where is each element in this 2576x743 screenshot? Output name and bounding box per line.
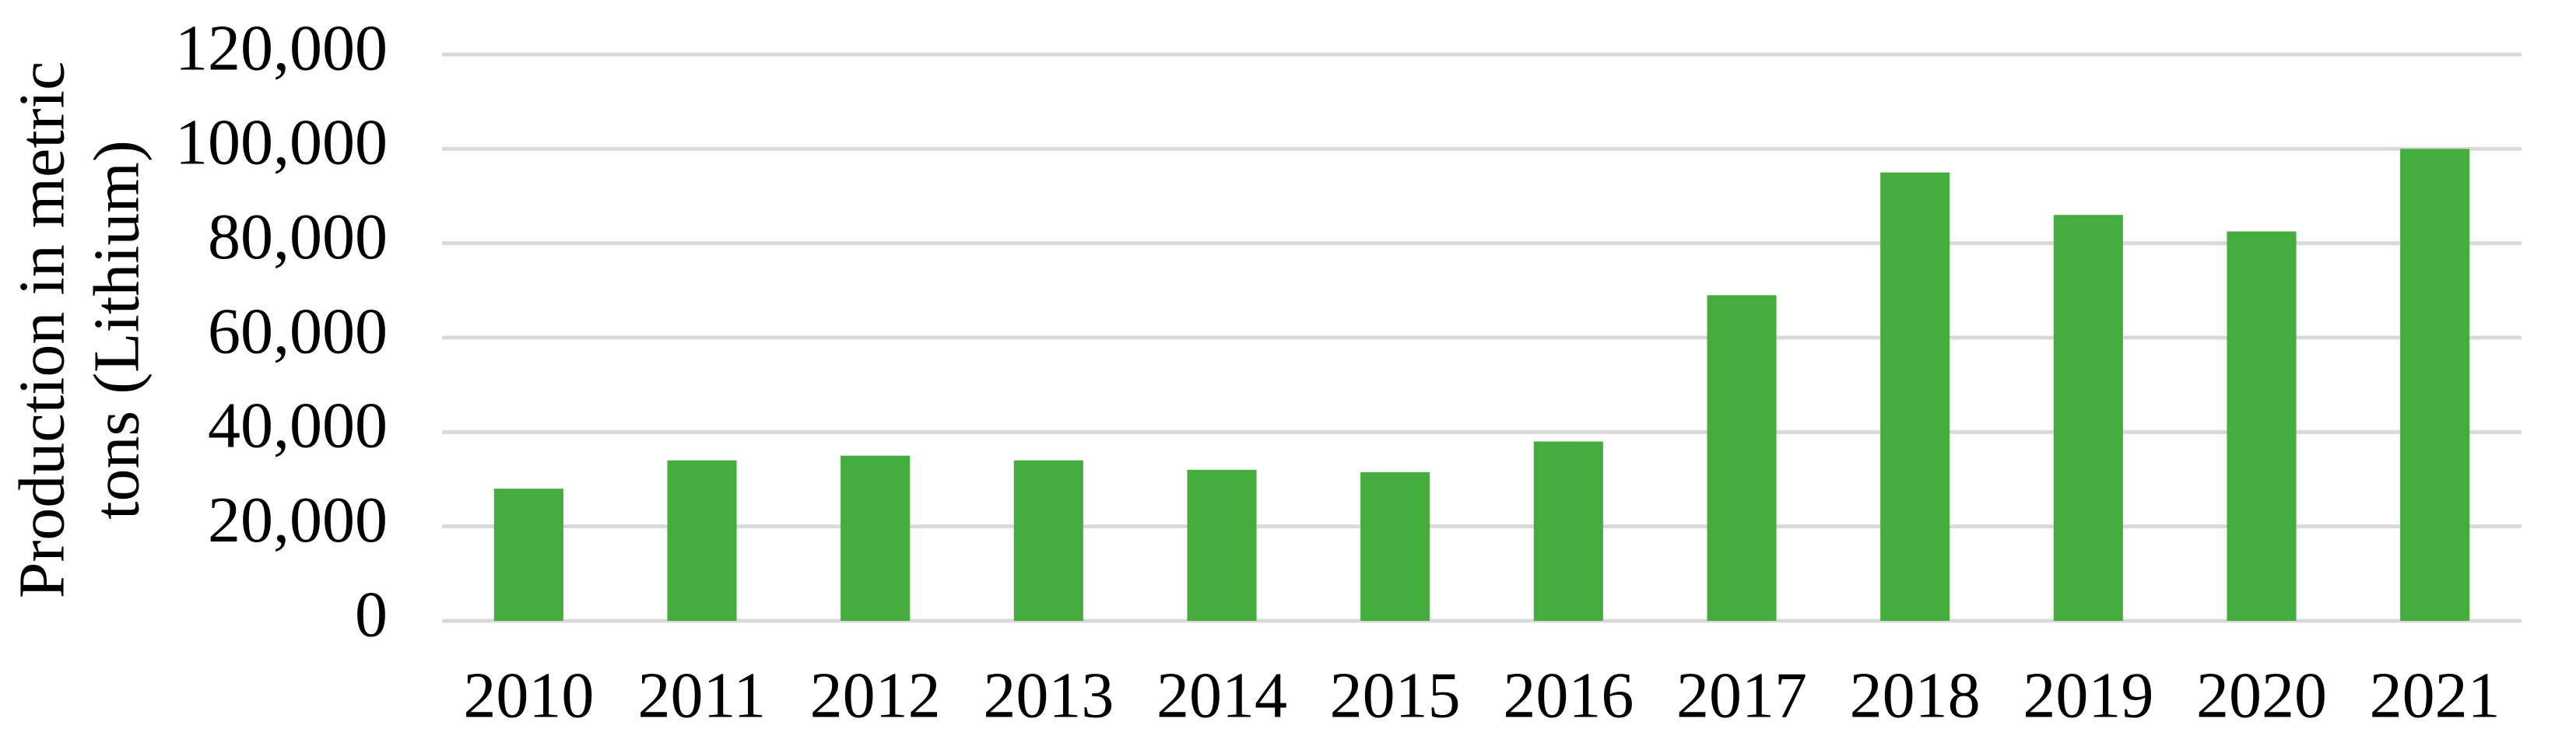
x-tick-label: 2019 bbox=[2023, 659, 2153, 731]
bar bbox=[493, 489, 563, 621]
x-tick-label: 2018 bbox=[1850, 659, 1981, 731]
x-tick-label: 2020 bbox=[2196, 659, 2327, 731]
y-tick-label: 80,000 bbox=[208, 201, 388, 273]
bar bbox=[2227, 231, 2297, 621]
x-tick-label: 2014 bbox=[1156, 659, 1287, 731]
y-axis-title: Production in metric tons (Lithium) bbox=[5, 61, 153, 599]
x-tick-label: 2016 bbox=[1503, 659, 1634, 731]
x-tick-label: 2012 bbox=[810, 659, 941, 731]
x-tick-label: 2021 bbox=[2370, 659, 2501, 731]
y-tick-label: 100,000 bbox=[175, 107, 388, 179]
y-axis-title-line: tons (Lithium) bbox=[80, 140, 153, 520]
y-tick-label: 40,000 bbox=[208, 390, 388, 462]
bar bbox=[667, 460, 737, 621]
y-tick-label: 20,000 bbox=[208, 484, 388, 556]
y-tick-label: 60,000 bbox=[208, 295, 388, 367]
bar bbox=[2053, 215, 2123, 621]
x-tick-label: 2015 bbox=[1330, 659, 1461, 731]
bar bbox=[1013, 460, 1083, 621]
y-tick-label: 120,000 bbox=[175, 12, 388, 84]
x-tick-label: 2013 bbox=[983, 659, 1114, 731]
bar bbox=[1360, 471, 1430, 621]
y-tick-label: 0 bbox=[355, 578, 388, 650]
y-axis-title-line: Production in metric bbox=[5, 61, 78, 599]
x-tick-label: 2011 bbox=[638, 659, 767, 731]
bar bbox=[1187, 469, 1257, 621]
bar bbox=[841, 455, 911, 621]
bar bbox=[2400, 149, 2470, 622]
bar bbox=[1533, 441, 1603, 621]
bar bbox=[1707, 295, 1777, 621]
x-tick-label: 2010 bbox=[463, 659, 594, 731]
bar bbox=[1880, 172, 1950, 621]
x-tick-label: 2017 bbox=[1676, 659, 1807, 731]
